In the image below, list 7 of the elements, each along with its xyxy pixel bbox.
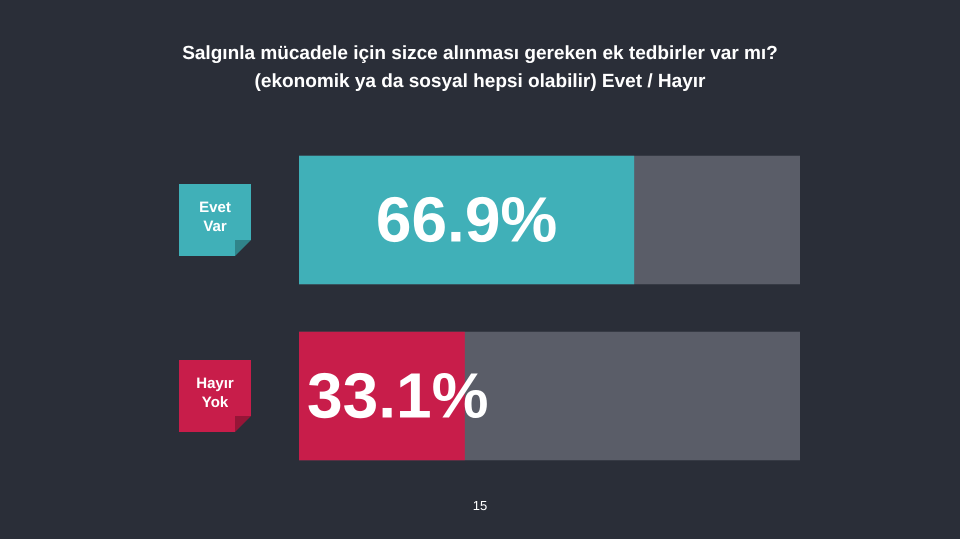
chart-title: Salgınla mücadele için sizce alınması gereken ek tedbirler var mı? <box>181 42 779 66</box>
chart-subtitle: (ekonomik ya da sosyal hepsi olabilir) Evet / Hayır <box>254 70 706 94</box>
text: 15 <box>472 498 488 513</box>
data-label: 33.1% <box>307 360 488 432</box>
y-tick-label: Evet Var <box>198 198 232 236</box>
y-tick-label: Hayır Yok <box>195 374 235 412</box>
data-label: 66.9% <box>376 184 558 256</box>
